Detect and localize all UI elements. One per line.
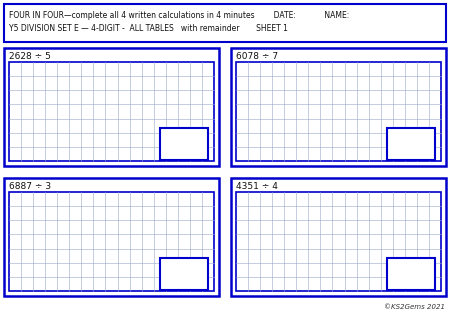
Bar xyxy=(9,62,214,161)
Text: FOUR IN FOUR—complete all 4 written calculations in 4 minutes        DATE:      : FOUR IN FOUR—complete all 4 written calc… xyxy=(9,11,349,20)
Text: 2628 ÷ 5: 2628 ÷ 5 xyxy=(9,52,51,61)
Bar xyxy=(4,178,219,296)
Bar xyxy=(9,192,214,291)
Bar xyxy=(4,48,219,166)
Bar xyxy=(160,259,208,290)
Bar xyxy=(236,62,441,161)
Text: Y5 DIVISION SET E — 4-DIGIT -  ALL TABLES   with remainder       SHEET 1: Y5 DIVISION SET E — 4-DIGIT - ALL TABLES… xyxy=(9,24,288,33)
Bar xyxy=(4,4,446,42)
Text: 4351 ÷ 4: 4351 ÷ 4 xyxy=(236,182,278,191)
Bar xyxy=(387,128,435,160)
Bar xyxy=(160,128,208,160)
Text: ©KS2Gems 2021: ©KS2Gems 2021 xyxy=(384,304,445,310)
Text: 6887 ÷ 3: 6887 ÷ 3 xyxy=(9,182,51,191)
Bar xyxy=(236,192,441,291)
Bar xyxy=(231,178,446,296)
Text: 6078 ÷ 7: 6078 ÷ 7 xyxy=(236,52,278,61)
Bar xyxy=(387,259,435,290)
Bar xyxy=(231,48,446,166)
